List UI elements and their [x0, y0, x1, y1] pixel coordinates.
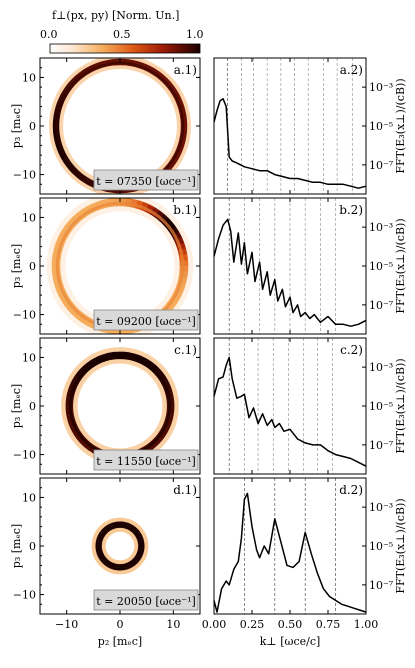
colorbar-tick-1: 0.5: [113, 28, 131, 41]
right-ylabel: FFT(E₃(x⊥)/(cB)): [394, 218, 407, 313]
time-label: t = 11550 [ωce⁻¹]: [96, 455, 196, 468]
ytick-label: 0: [29, 540, 36, 553]
right-ylabel: FFT(E₃(x⊥)/(cB)): [394, 78, 407, 173]
xtick-label: 10: [166, 618, 180, 631]
left-xlabel: p₂ [mₑc]: [98, 635, 142, 648]
right-panel-tag: d.2): [339, 483, 363, 497]
right-panel-tag: c.2): [340, 343, 363, 357]
ytick-label: 10: [22, 491, 36, 504]
left-ylabel: p₃ [mₑc]: [10, 524, 23, 568]
colorbar-tick-2: 1.0: [186, 28, 204, 41]
ytick-label: 10⁻⁷: [369, 159, 394, 172]
left-panel-tag: c.1): [174, 343, 197, 357]
ytick-label: 10⁻³: [369, 221, 393, 234]
ytick-label: 10: [22, 71, 36, 84]
ytick-label: 10: [22, 351, 36, 364]
ytick-label: 10⁻³: [369, 501, 393, 514]
ytick-label: 10⁻³: [369, 361, 393, 374]
right-panel-tag: a.2): [340, 63, 363, 77]
ytick-label: 0: [29, 400, 36, 413]
left-ylabel: p₃ [mₑc]: [10, 384, 23, 428]
colorbar: [50, 44, 200, 53]
xtick-label: 1.00: [354, 618, 379, 631]
ytick-label: 10⁻⁵: [369, 120, 393, 133]
right-ylabel: FFT(E₃(x⊥)/(cB)): [394, 358, 407, 453]
ytick-label: 0: [29, 120, 36, 133]
ytick-label: 10⁻⁵: [369, 400, 393, 413]
xtick-label: 0.50: [278, 618, 303, 631]
time-label: t = 07350 [ωce⁻¹]: [96, 175, 196, 188]
left-panel-tag: b.1): [173, 203, 197, 217]
xtick-label: 0.00: [202, 618, 227, 631]
left-panel-tag: a.1): [174, 63, 197, 77]
ytick-label: 10⁻³: [369, 81, 393, 94]
spectrum-background: [214, 338, 366, 474]
ytick-label: 10: [22, 211, 36, 224]
spectrum-background: [214, 58, 366, 194]
colorbar-tick-0: 0.0: [40, 28, 58, 41]
xtick-label: −10: [55, 618, 78, 631]
ytick-label: 10⁻⁵: [369, 260, 393, 273]
ytick-label: −10: [13, 309, 36, 322]
right-ylabel: FFT(E₃(x⊥)/(cB)): [394, 498, 407, 593]
ytick-label: 0: [29, 260, 36, 273]
spectrum-background: [214, 478, 366, 614]
ytick-label: 10⁻⁷: [369, 439, 394, 452]
ytick-label: −10: [13, 169, 36, 182]
ytick-label: −10: [13, 589, 36, 602]
left-ylabel: p₃ [mₑc]: [10, 244, 23, 288]
ytick-label: 10⁻⁵: [369, 540, 393, 553]
xtick-label: 0.75: [316, 618, 341, 631]
right-xlabel: k⊥ [ωce/c]: [260, 635, 321, 648]
time-label: t = 20050 [ωce⁻¹]: [96, 595, 196, 608]
right-panel-tag: b.2): [339, 203, 363, 217]
time-label: t = 09200 [ωce⁻¹]: [96, 315, 196, 328]
left-ylabel: p₃ [mₑc]: [10, 104, 23, 148]
ytick-label: −10: [13, 449, 36, 462]
ytick-label: 10⁻⁷: [369, 579, 394, 592]
ytick-label: 10⁻⁷: [369, 299, 394, 312]
colorbar-label: f⊥(px, py) [Norm. Un.]: [52, 9, 179, 22]
panels: 10 0 −10 p₃ [mₑc] a.1) t = 07350 [ωce⁻¹] 10⁻³ 1…: [10, 58, 407, 648]
xtick-label: 0: [117, 618, 124, 631]
left-panel-tag: d.1): [173, 483, 197, 497]
xtick-label: 0.25: [240, 618, 265, 631]
